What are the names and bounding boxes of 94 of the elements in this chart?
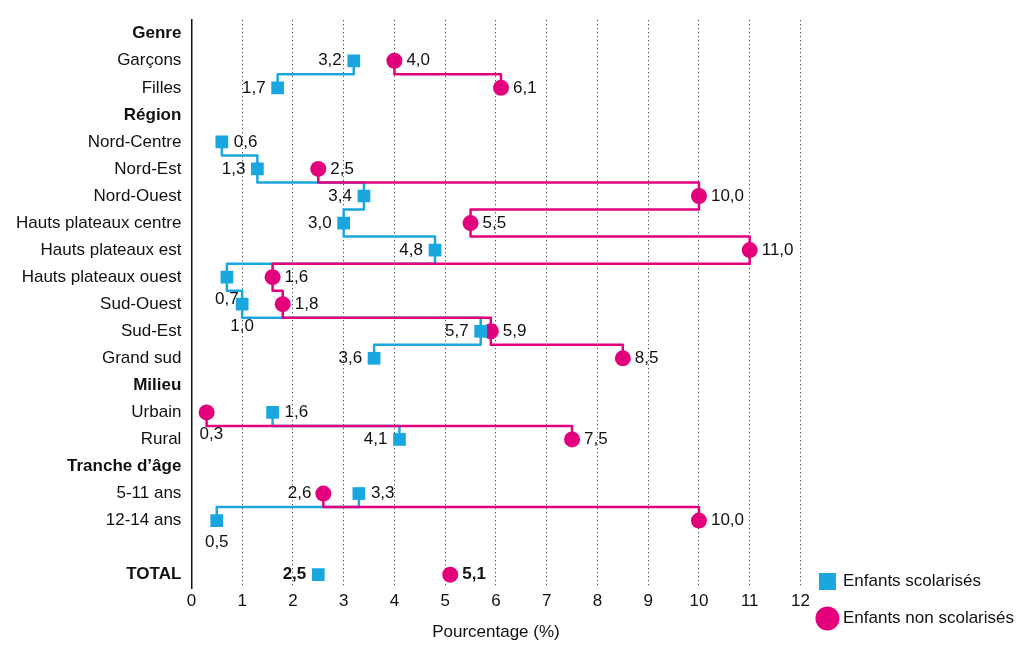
point bbox=[690, 512, 707, 529]
point bbox=[215, 135, 229, 149]
point bbox=[271, 81, 285, 95]
point bbox=[347, 54, 361, 68]
point bbox=[311, 568, 325, 582]
legend-label: Enfants scolarisés bbox=[842, 571, 981, 591]
data-label: 1,8 bbox=[294, 293, 319, 313]
x-tick-label: 2 bbox=[288, 591, 298, 611]
data-label: 4,0 bbox=[406, 50, 431, 70]
data-label: 3,0 bbox=[308, 212, 332, 232]
data-label: 0,5 bbox=[204, 532, 229, 552]
point bbox=[690, 188, 707, 205]
x-tick-label: 1 bbox=[237, 591, 247, 611]
y-tick-label: Filles bbox=[141, 77, 182, 97]
x-tick-label: 3 bbox=[338, 591, 349, 611]
data-label: 2,6 bbox=[287, 483, 312, 503]
data-label: 7,5 bbox=[584, 429, 608, 449]
data-label: 1,0 bbox=[230, 315, 254, 335]
x-tick-label: 0 bbox=[186, 591, 197, 611]
y-tick-label: Hauts plateaux est bbox=[40, 239, 182, 259]
data-label: 5,1 bbox=[462, 564, 486, 584]
y-tick-label: Grand sud bbox=[101, 347, 182, 367]
y-tick-label: Tranche d’âge bbox=[67, 456, 182, 476]
legend-label: Enfants non scolarisés bbox=[842, 608, 1015, 628]
point bbox=[386, 52, 403, 69]
y-tick-label: TOTAL bbox=[126, 564, 182, 584]
point bbox=[614, 350, 631, 367]
data-label: 1,6 bbox=[284, 402, 309, 422]
x-tick-label: 7 bbox=[541, 591, 552, 611]
y-tick-label: Nord-Centre bbox=[87, 131, 182, 151]
point bbox=[264, 269, 281, 286]
point bbox=[315, 485, 332, 502]
point bbox=[274, 296, 291, 313]
point bbox=[198, 404, 215, 421]
y-tick-label: Hauts plateaux ouest bbox=[21, 266, 182, 286]
y-tick-label: 12-14 ans bbox=[105, 510, 182, 530]
x-tick-label: 11 bbox=[740, 591, 759, 611]
point bbox=[462, 215, 479, 232]
data-label: 3,6 bbox=[338, 347, 363, 367]
data-label: 10,0 bbox=[710, 185, 745, 205]
data-label: 2,5 bbox=[282, 564, 307, 584]
point bbox=[266, 406, 279, 419]
y-tick-label: Hauts plateaux centre bbox=[15, 212, 182, 232]
x-tick-label: 9 bbox=[643, 591, 653, 611]
y-tick-label: Sud-Ouest bbox=[100, 293, 182, 313]
y-tick-label: Région bbox=[123, 104, 182, 124]
y-tick-label: Urbain bbox=[131, 402, 182, 422]
x-axis-title: Pourcentage (%) bbox=[432, 622, 560, 642]
data-label: 5,5 bbox=[482, 212, 507, 232]
x-tick-label: 8 bbox=[592, 591, 603, 611]
point bbox=[741, 242, 758, 259]
y-tick-label: Nord-Est bbox=[114, 158, 182, 178]
data-label: 3,3 bbox=[370, 483, 395, 503]
data-label: 8,5 bbox=[634, 347, 659, 367]
data-label: 5,9 bbox=[502, 320, 527, 340]
y-tick-label: Sud-Est bbox=[120, 320, 182, 340]
point bbox=[367, 351, 381, 365]
point bbox=[442, 566, 459, 583]
point bbox=[564, 431, 581, 448]
point bbox=[474, 324, 488, 338]
data-label: 0,3 bbox=[199, 424, 224, 444]
x-tick-label: 10 bbox=[689, 591, 709, 611]
point bbox=[210, 514, 224, 527]
data-label: 3,2 bbox=[318, 50, 342, 70]
data-label: 2,5 bbox=[330, 158, 354, 178]
y-tick-label: Garçons bbox=[117, 50, 182, 70]
data-label: 4,1 bbox=[363, 429, 388, 449]
point bbox=[393, 433, 406, 446]
data-label: 6,1 bbox=[513, 77, 537, 97]
data-label: 1,3 bbox=[221, 158, 246, 178]
y-tick-label: Nord-Ouest bbox=[93, 185, 182, 205]
data-label: 0,6 bbox=[233, 131, 258, 151]
data-label: 1,7 bbox=[242, 77, 266, 97]
data-label: 10,0 bbox=[710, 510, 745, 530]
point bbox=[352, 487, 366, 500]
y-tick-label: Rural bbox=[140, 429, 182, 449]
data-label: 1,6 bbox=[284, 266, 309, 286]
x-tick-label: 5 bbox=[440, 591, 450, 611]
point bbox=[337, 216, 351, 230]
point bbox=[493, 79, 509, 96]
point bbox=[251, 162, 264, 176]
y-tick-label: 5-11 ans bbox=[116, 483, 182, 503]
x-tick-label: 12 bbox=[791, 591, 810, 611]
data-label: 5,7 bbox=[445, 320, 469, 340]
data-label: 4,8 bbox=[399, 239, 424, 259]
point bbox=[220, 270, 234, 284]
data-label: 0,7 bbox=[215, 288, 239, 308]
x-tick-label: 6 bbox=[491, 591, 501, 611]
point bbox=[310, 160, 327, 177]
data-label: 11,0 bbox=[761, 239, 794, 259]
data-label: 3,4 bbox=[328, 185, 352, 205]
x-tick-label: 4 bbox=[389, 591, 400, 611]
y-tick-label: Milieu bbox=[133, 375, 182, 395]
y-tick-label: Genre bbox=[132, 23, 182, 43]
